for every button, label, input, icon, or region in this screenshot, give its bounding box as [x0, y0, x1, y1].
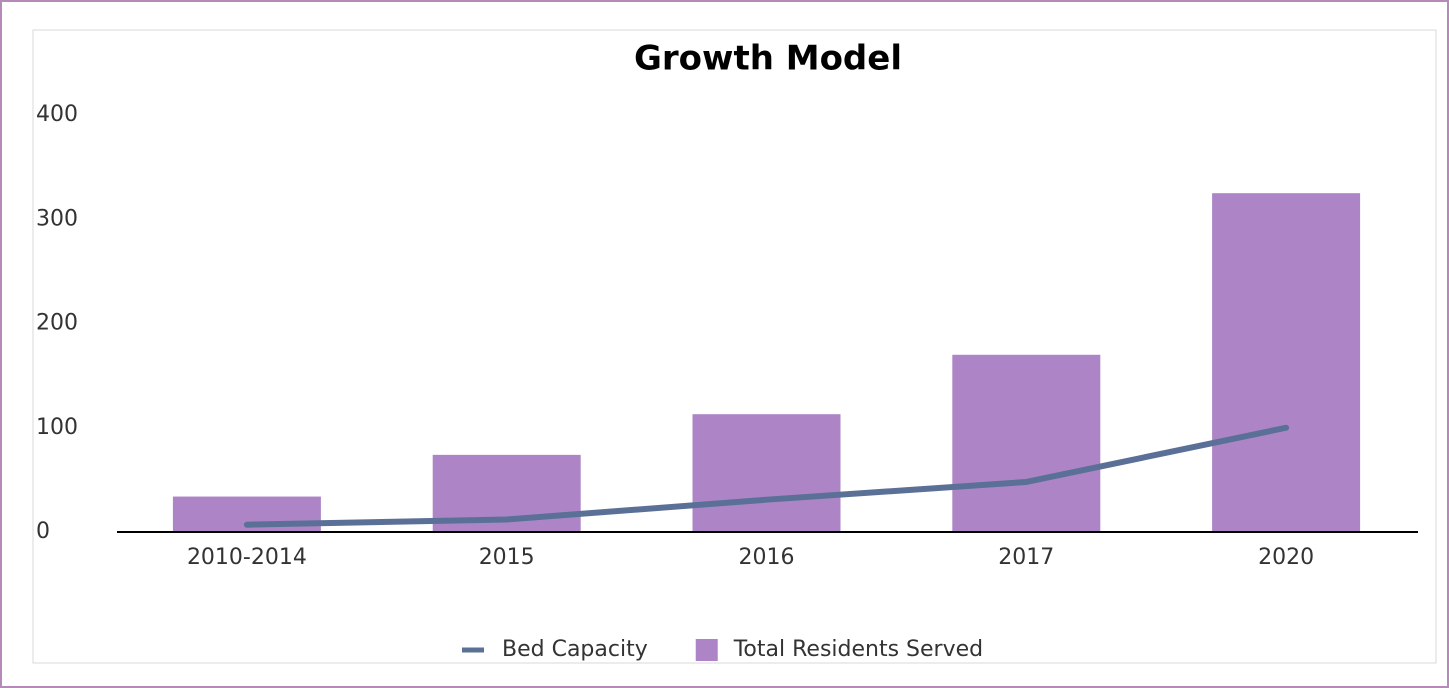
y-tick-label: 0: [36, 519, 50, 544]
x-tick-label: 2020: [1258, 545, 1314, 570]
y-tick-label: 300: [36, 206, 78, 231]
y-tick-label: 100: [36, 415, 78, 440]
bar: [692, 414, 841, 532]
legend-label: Total Residents Served: [733, 637, 983, 662]
bar: [952, 354, 1101, 532]
legend-swatch: [695, 639, 718, 661]
chart-title: Growth Model: [634, 39, 902, 79]
legend-label: Bed Capacity: [502, 637, 648, 662]
x-tick-label: 2015: [479, 545, 535, 570]
y-tick-label: 200: [36, 311, 78, 336]
chart-area: [32, 29, 1437, 664]
x-tick-label: 2017: [998, 545, 1054, 570]
line: [243, 424, 1290, 528]
y-tick-label: 400: [36, 102, 78, 127]
bar: [1212, 193, 1361, 532]
x-tick-label: 2010-2014: [187, 545, 307, 570]
x-tick-label: 2016: [739, 545, 795, 570]
